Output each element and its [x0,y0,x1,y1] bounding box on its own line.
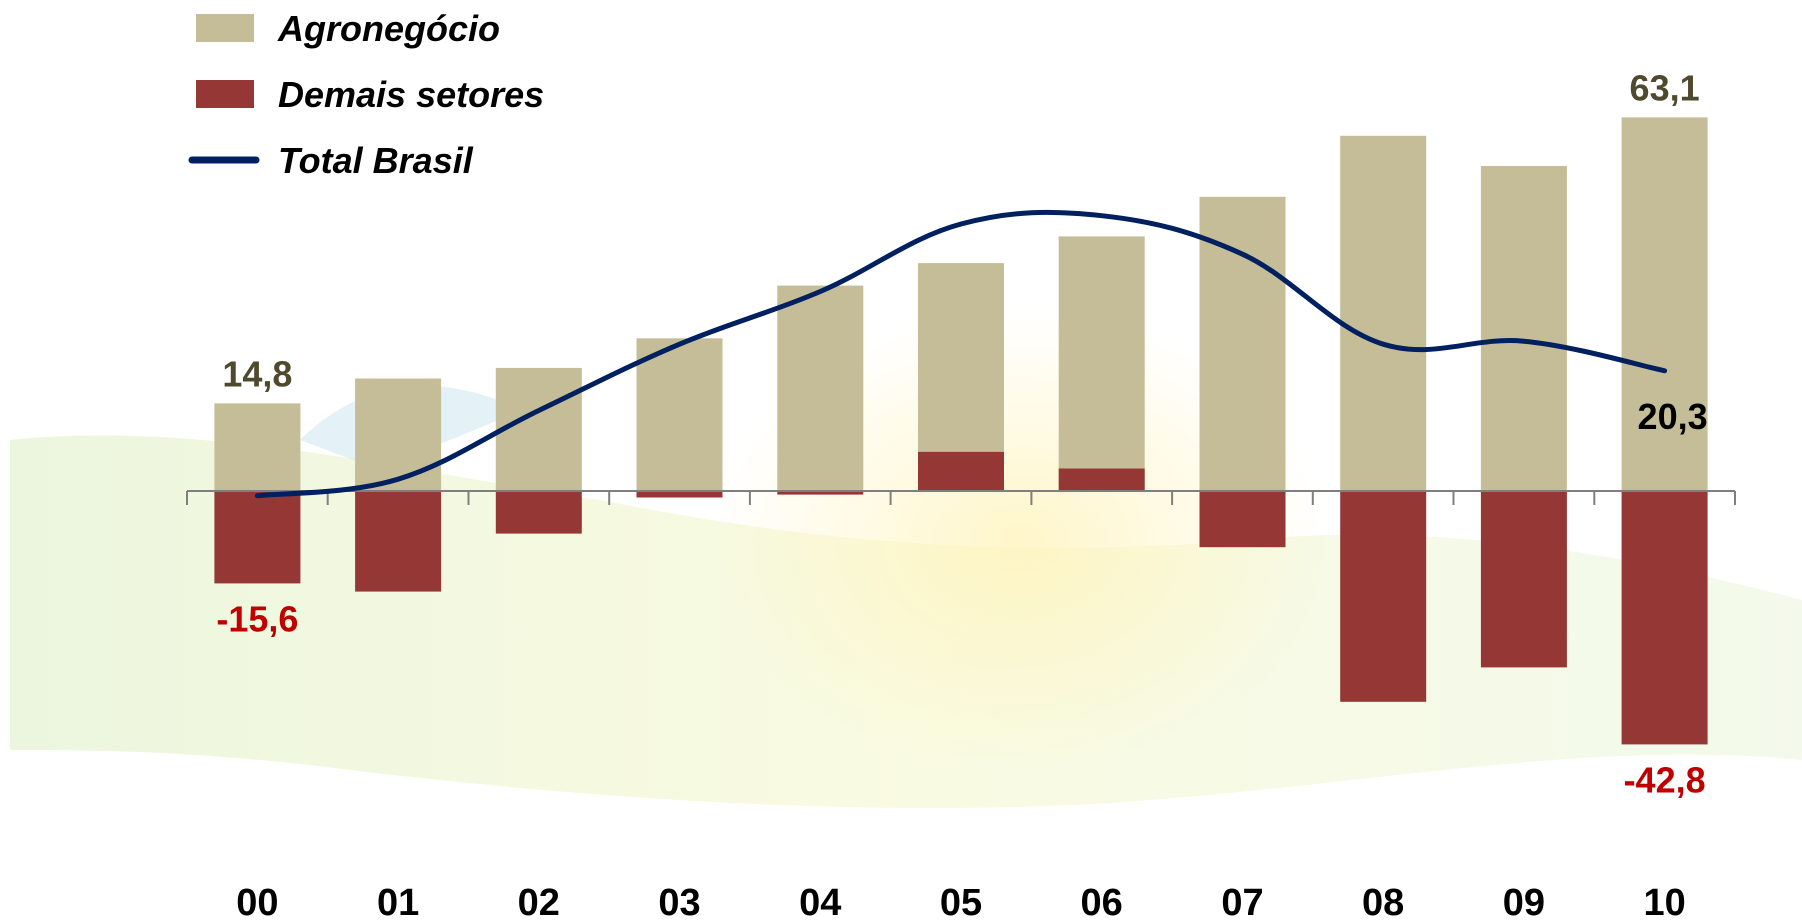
data-label-demais-setores-00: -15,6 [216,598,298,639]
bar-demais-setores-01 [355,491,442,592]
legend-swatch-demais-setores [196,80,254,108]
bar-agronegocio-04 [777,285,864,491]
bar-agronegocio-06 [1058,236,1145,491]
line-total-brasil [254,209,1668,499]
x-tick-label-07: 07 [1221,882,1263,919]
legend-label-demais-setores: Demais setores [278,74,544,115]
legend-label-total-brasil: Total Brasil [278,140,474,181]
bar-demais-setores-04 [777,491,864,495]
x-tick-label-01: 01 [377,882,419,919]
data-label-total-brasil-10: 20,3 [1638,396,1708,437]
data-label-agronegocio-00: 14,8 [222,353,292,394]
legend-swatch-agronegocio [196,14,254,42]
bar-agronegocio-03 [636,338,723,491]
bar-demais-setores-02 [495,491,582,534]
data-label-agronegocio-10: 63,1 [1630,67,1700,108]
bar-demais-setores-00 [214,491,301,584]
bar-demais-setores-09 [1480,491,1567,668]
bar-agronegocio-08 [1340,135,1427,492]
bar-agronegocio-02 [495,367,582,491]
bar-agronegocio-01 [355,378,442,491]
legend: Agronegócio Demais setores Total Brasil [188,8,544,181]
bar-agronegocio-09 [1480,166,1567,491]
legend-label-agronegocio: Agronegócio [277,8,500,49]
bar-demais-setores-05 [918,451,1004,491]
bar-demais-setores-10 [1621,491,1708,745]
bar-agronegocio-00 [214,403,301,491]
bar-agronegocio-07 [1199,196,1286,492]
x-tick-label-10: 10 [1643,882,1685,919]
x-tick-label-02: 02 [518,882,560,919]
bar-demais-setores-06 [1058,468,1145,491]
bar-demais-setores-03 [636,491,723,498]
x-tick-label-00: 00 [236,882,278,919]
x-tick-label-08: 08 [1362,882,1404,919]
x-tick-label-06: 06 [1081,882,1123,919]
bar-demais-setores-07 [1199,491,1286,548]
bar-demais-setores-08 [1340,491,1427,702]
bar-agronegocio-10 [1621,117,1708,492]
x-tick-label-03: 03 [658,882,700,919]
x-tick-label-04: 04 [799,882,841,919]
background-watermark [10,310,1802,809]
data-label-demais-setores-10: -42,8 [1624,759,1706,800]
x-tick-label-09: 09 [1503,882,1545,919]
x-tick-label-05: 05 [940,882,982,919]
